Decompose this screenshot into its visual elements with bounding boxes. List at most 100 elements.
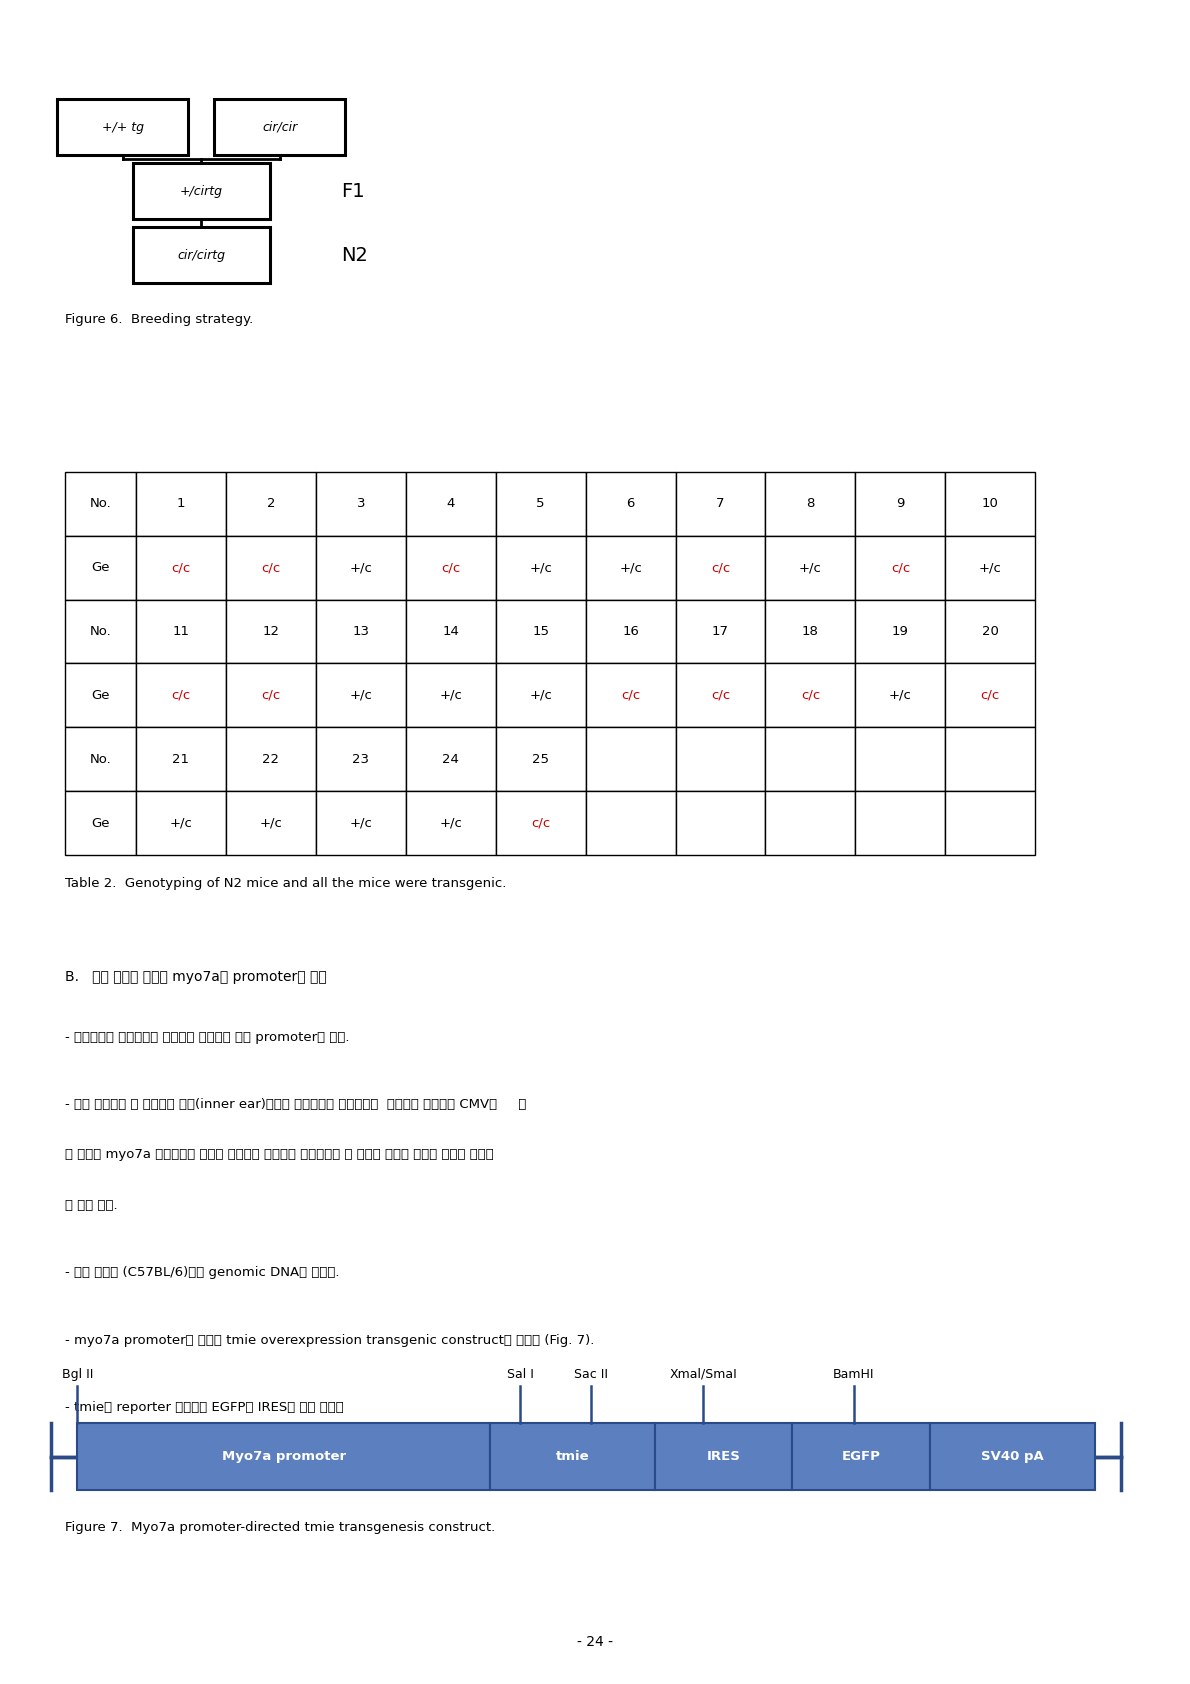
- Bar: [136, 663, 226, 727]
- Bar: [65, 536, 136, 600]
- Bar: [856, 727, 945, 791]
- Bar: [585, 536, 676, 600]
- Text: 16: 16: [622, 625, 639, 638]
- Text: c/c: c/c: [171, 689, 190, 702]
- Text: 21: 21: [173, 753, 189, 766]
- Text: - 정상 마우스 (C57BL/6)에서 genomic DNA를 추출함.: - 정상 마우스 (C57BL/6)에서 genomic DNA를 추출함.: [65, 1266, 340, 1280]
- Bar: [676, 472, 765, 536]
- Text: +/c: +/c: [350, 689, 372, 702]
- Text: 10: 10: [982, 497, 998, 510]
- Text: Ge: Ge: [92, 689, 109, 702]
- Bar: [136, 600, 226, 663]
- Text: c/c: c/c: [171, 561, 190, 574]
- Text: - tmie의 reporter 유전자로 EGFP를 IRES를 통해 연결함: - tmie의 reporter 유전자로 EGFP를 IRES를 통해 연결함: [65, 1401, 344, 1415]
- Bar: [585, 727, 676, 791]
- Bar: [676, 727, 765, 791]
- Text: BamHI: BamHI: [833, 1367, 875, 1381]
- Text: c/c: c/c: [261, 561, 281, 574]
- Bar: [226, 600, 315, 663]
- Text: 24: 24: [443, 753, 459, 766]
- Bar: [57, 99, 188, 155]
- Text: c/c: c/c: [261, 689, 281, 702]
- Bar: [585, 472, 676, 536]
- Text: +/c: +/c: [350, 561, 372, 574]
- Text: 3: 3: [357, 497, 365, 510]
- Text: 12: 12: [262, 625, 280, 638]
- Bar: [676, 600, 765, 663]
- Bar: [496, 536, 585, 600]
- Text: Ge: Ge: [92, 817, 109, 830]
- Bar: [929, 1423, 1095, 1490]
- Bar: [765, 472, 856, 536]
- Text: F1: F1: [340, 182, 364, 200]
- Text: Bgl II: Bgl II: [62, 1367, 93, 1381]
- Text: 이 특이적 myo7a 프로모터를 이용한 형질전환 마우스를 생산하였을 때 표현형 회복의 정도의 차이를 알아보: 이 특이적 myo7a 프로모터를 이용한 형질전환 마우스를 생산하였을 때 …: [65, 1148, 494, 1162]
- Bar: [490, 1423, 654, 1490]
- Text: N2: N2: [340, 246, 368, 264]
- Bar: [226, 791, 315, 855]
- Text: +/c: +/c: [350, 817, 372, 830]
- Bar: [496, 472, 585, 536]
- Bar: [315, 663, 406, 727]
- Text: +/c: +/c: [439, 689, 462, 702]
- Bar: [406, 663, 496, 727]
- Text: - 현재까지는 내이에서만 발현하는 상용화된 특정 promoter는 없음.: - 현재까지는 내이에서만 발현하는 상용화된 특정 promoter는 없음.: [65, 1031, 350, 1044]
- Bar: [585, 663, 676, 727]
- Bar: [406, 791, 496, 855]
- Bar: [585, 791, 676, 855]
- Bar: [945, 536, 1035, 600]
- Text: Figure 7.  Myo7a promoter-directed tmie transgenesis construct.: Figure 7. Myo7a promoter-directed tmie t…: [65, 1521, 496, 1534]
- Text: 19: 19: [892, 625, 909, 638]
- Text: 13: 13: [352, 625, 369, 638]
- Text: B.   내이 특이적 유전자 myo7a의 promoter의 확보: B. 내이 특이적 유전자 myo7a의 promoter의 확보: [65, 970, 327, 983]
- Bar: [496, 600, 585, 663]
- Text: 11: 11: [173, 625, 189, 638]
- Bar: [676, 536, 765, 600]
- Bar: [496, 663, 585, 727]
- Text: 8: 8: [807, 497, 815, 510]
- Text: 18: 18: [802, 625, 819, 638]
- Text: Table 2.  Genotyping of N2 mice and all the mice were transgenic.: Table 2. Genotyping of N2 mice and all t…: [65, 877, 507, 891]
- Bar: [856, 663, 945, 727]
- Text: c/c: c/c: [981, 689, 1000, 702]
- Text: +/c: +/c: [169, 817, 193, 830]
- Bar: [315, 727, 406, 791]
- Text: 2: 2: [267, 497, 275, 510]
- Text: 5: 5: [537, 497, 545, 510]
- Text: 4: 4: [446, 497, 455, 510]
- Bar: [945, 791, 1035, 855]
- Bar: [406, 536, 496, 600]
- Text: c/c: c/c: [531, 817, 550, 830]
- Text: +/c: +/c: [619, 561, 641, 574]
- Text: No.: No.: [89, 753, 112, 766]
- Bar: [65, 600, 136, 663]
- Bar: [585, 600, 676, 663]
- Bar: [856, 600, 945, 663]
- Text: Figure 6.  Breeding strategy.: Figure 6. Breeding strategy.: [65, 313, 253, 327]
- Bar: [765, 727, 856, 791]
- Bar: [856, 472, 945, 536]
- Bar: [676, 791, 765, 855]
- Text: Sac II: Sac II: [574, 1367, 608, 1381]
- Bar: [765, 663, 856, 727]
- Text: Xmal/SmaI: Xmal/SmaI: [669, 1367, 737, 1381]
- Text: - myo7a promoter를 이용한 tmie overexpression transgenic construct를 계획함 (Fig. 7).: - myo7a promoter를 이용한 tmie overexpressio…: [65, 1334, 595, 1347]
- Bar: [65, 472, 136, 536]
- Text: +/c: +/c: [439, 817, 462, 830]
- Bar: [132, 163, 269, 219]
- Bar: [136, 791, 226, 855]
- Text: EGFP: EGFP: [841, 1450, 881, 1463]
- Bar: [765, 536, 856, 600]
- Bar: [793, 1423, 929, 1490]
- Bar: [136, 472, 226, 536]
- Text: tmie: tmie: [556, 1450, 589, 1463]
- Bar: [945, 472, 1035, 536]
- Text: c/c: c/c: [801, 689, 820, 702]
- Bar: [77, 1423, 490, 1490]
- Text: +/c: +/c: [798, 561, 822, 574]
- Bar: [945, 600, 1035, 663]
- Bar: [676, 663, 765, 727]
- Bar: [226, 663, 315, 727]
- Bar: [65, 727, 136, 791]
- Bar: [132, 227, 269, 283]
